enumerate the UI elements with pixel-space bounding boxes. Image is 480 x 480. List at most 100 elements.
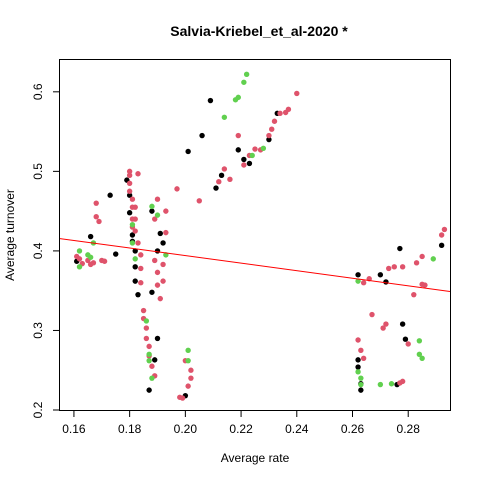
red-data-point: [132, 228, 138, 234]
red-data-point: [138, 252, 144, 258]
black-data-point: [355, 357, 361, 363]
black-data-point: [399, 321, 406, 327]
red-data-point: [399, 264, 406, 270]
red-data-point: [138, 280, 144, 286]
black-data-point: [149, 289, 155, 295]
red-data-point: [146, 343, 152, 350]
red-data-point: [163, 208, 169, 214]
black-data-point: [87, 233, 94, 240]
regression-line: [59, 238, 451, 292]
red-data-point: [294, 90, 300, 97]
green-data-point: [143, 318, 150, 324]
y-tick-label: 0.3: [31, 322, 45, 339]
red-data-point: [135, 240, 141, 246]
green-data-point: [185, 357, 191, 364]
green-data-point: [377, 381, 384, 388]
red-data-point: [154, 269, 161, 276]
red-data-point: [391, 264, 397, 270]
red-data-point: [93, 214, 99, 220]
red-data-point: [93, 200, 99, 206]
green-data-point: [154, 212, 161, 218]
green-data-point: [129, 221, 136, 228]
green-data-point: [235, 94, 241, 101]
red-data-point: [126, 168, 133, 175]
red-data-point: [419, 253, 425, 260]
black-data-point: [107, 192, 113, 198]
black-data-point: [157, 230, 163, 237]
black-data-point: [154, 335, 161, 342]
green-data-point: [243, 71, 250, 78]
y-tick-label: 0.2: [31, 401, 45, 418]
green-data-point: [241, 79, 247, 85]
red-data-point: [285, 106, 292, 113]
red-data-point: [149, 363, 155, 369]
red-data-point: [185, 383, 191, 389]
red-data-point: [438, 232, 445, 238]
red-data-point: [154, 282, 161, 288]
red-data-point: [152, 216, 158, 222]
y-axis: 0.2 0.3 0.4 0.5 0.6: [31, 83, 60, 418]
red-data-point: [227, 176, 233, 183]
x-axis: 0.16 0.18 0.20 0.22 0.24 0.26 0.28: [62, 410, 420, 436]
red-data-point: [157, 295, 163, 302]
red-data-point: [411, 291, 417, 298]
black-data-point: [402, 336, 409, 342]
black-data-point: [213, 185, 219, 191]
green-data-point: [76, 248, 83, 254]
black-data-point: [149, 208, 155, 214]
red-data-point: [90, 260, 97, 266]
black-data-point: [266, 136, 272, 143]
black-data-point: [358, 387, 364, 393]
red-data-point: [160, 261, 166, 268]
red-data-point: [126, 180, 133, 186]
black-data-point: [397, 245, 403, 252]
black-data-point: [146, 387, 152, 393]
green-data-point: [87, 254, 94, 260]
green-data-point: [146, 351, 152, 358]
red-data-point: [135, 171, 141, 177]
red-data-point: [405, 341, 411, 347]
x-tick-label: 0.16: [62, 422, 86, 436]
y-tick-label: 0.6: [31, 83, 45, 100]
red-data-point: [143, 325, 150, 331]
black-data-point: [132, 264, 138, 270]
black-data-point: [355, 272, 361, 278]
y-tick-label: 0.4: [31, 242, 45, 259]
green-data-point: [149, 203, 155, 210]
red-data-point: [143, 335, 150, 342]
green-data-point: [419, 355, 425, 361]
black-data-point: [185, 148, 191, 155]
black-data-point: [126, 210, 133, 216]
black-data-point: [235, 147, 241, 153]
red-data-point: [399, 378, 406, 385]
black-data-point: [126, 192, 133, 198]
black-data-point: [152, 357, 158, 363]
green-data-point: [249, 152, 255, 159]
green-data-point: [129, 240, 136, 246]
x-tick-label: 0.28: [397, 422, 421, 436]
red-data-point: [163, 229, 169, 236]
red-data-point: [196, 198, 202, 204]
black-data-point: [113, 251, 119, 257]
red-data-point: [235, 132, 241, 139]
data-points: [74, 71, 448, 401]
red-data-point: [277, 110, 283, 116]
green-data-point: [260, 145, 267, 151]
red-data-point: [140, 307, 147, 314]
red-data-point: [126, 172, 133, 179]
regression-line-group: [59, 238, 451, 292]
red-data-point: [126, 188, 133, 194]
red-data-point: [188, 375, 194, 381]
black-data-point: [132, 248, 138, 254]
red-data-point: [441, 226, 448, 233]
red-data-point: [241, 162, 247, 168]
green-data-point: [185, 347, 191, 354]
black-data-point: [355, 364, 361, 370]
black-data-point: [218, 172, 225, 179]
red-data-point: [132, 204, 138, 210]
black-data-point: [207, 97, 214, 104]
red-data-point: [380, 325, 386, 331]
red-data-point: [101, 258, 108, 264]
green-data-point: [358, 381, 364, 388]
red-data-point: [132, 216, 138, 222]
